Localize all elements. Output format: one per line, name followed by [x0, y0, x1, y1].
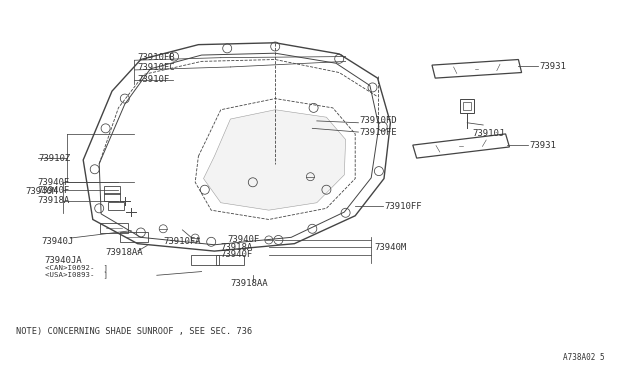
Text: 73940F: 73940F — [37, 186, 69, 195]
Bar — [120, 232, 148, 242]
Text: 73910Z: 73910Z — [38, 154, 70, 163]
Text: 73940F: 73940F — [227, 235, 259, 244]
Text: 73940F: 73940F — [37, 178, 69, 187]
Text: <USA>I0893-  ]: <USA>I0893- ] — [45, 271, 108, 278]
Text: 73931: 73931 — [529, 141, 556, 150]
Text: 73940JA: 73940JA — [45, 256, 83, 265]
Text: 73910FC: 73910FC — [138, 63, 175, 72]
Text: NOTE) CONCERNING SHADE SUNROOF , SEE SEC. 736: NOTE) CONCERNING SHADE SUNROOF , SEE SEC… — [16, 327, 252, 336]
Text: 73940J: 73940J — [42, 237, 74, 246]
Bar — [460, 99, 474, 113]
Text: 73918A: 73918A — [221, 243, 253, 252]
Text: 73918AA: 73918AA — [106, 248, 143, 257]
Bar — [216, 255, 244, 264]
Text: 73910FE: 73910FE — [360, 128, 397, 137]
Text: 73910FB: 73910FB — [138, 53, 175, 62]
Text: 73931: 73931 — [539, 62, 566, 71]
Text: A738A02 5: A738A02 5 — [563, 353, 605, 362]
Bar — [100, 223, 128, 232]
Text: 73910F: 73910F — [138, 76, 170, 84]
Polygon shape — [204, 110, 346, 210]
Bar — [104, 186, 120, 194]
Bar — [463, 102, 471, 110]
Text: 73910FA: 73910FA — [163, 237, 201, 246]
Text: <CAN>I0692-  ]: <CAN>I0692- ] — [45, 264, 108, 271]
Text: 73918A: 73918A — [37, 196, 69, 205]
Text: 73940M: 73940M — [26, 187, 58, 196]
Text: 73910FD: 73910FD — [360, 116, 397, 125]
Text: 73918AA: 73918AA — [230, 279, 268, 288]
Text: 73910J: 73910J — [472, 129, 504, 138]
Bar — [108, 202, 124, 211]
Text: 73940M: 73940M — [374, 243, 406, 252]
Bar — [104, 193, 120, 201]
Text: 73940F: 73940F — [221, 250, 253, 259]
Text: 73910FF: 73910FF — [384, 202, 422, 211]
Bar — [191, 255, 219, 264]
